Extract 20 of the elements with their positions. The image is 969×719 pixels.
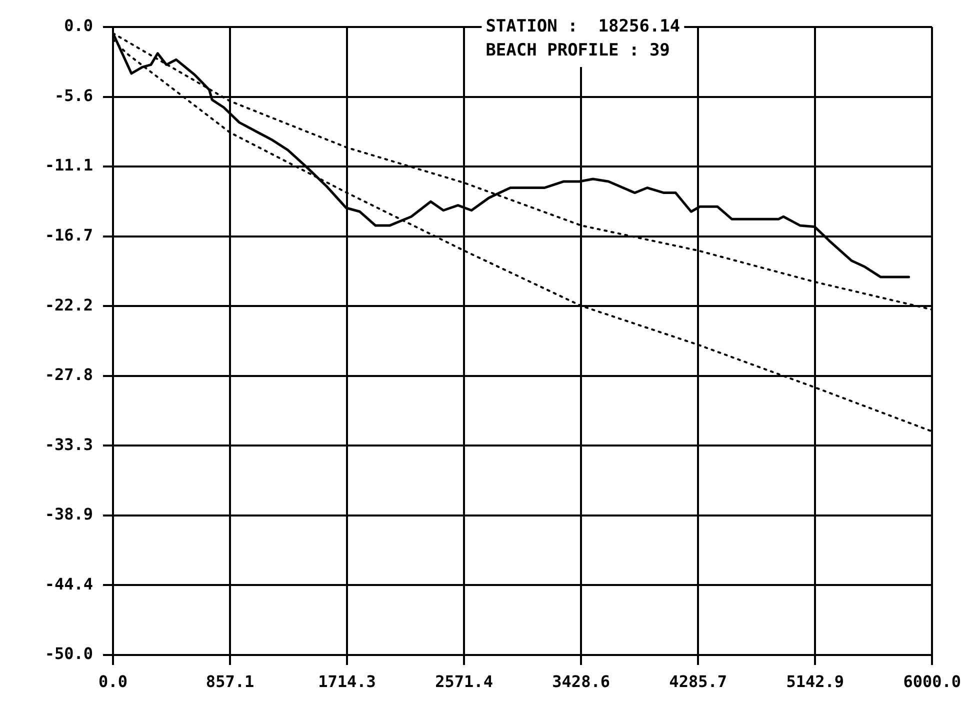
x-tick-label: 3428.6	[552, 672, 610, 691]
y-tick-label: -5.6	[54, 86, 93, 105]
x-tick-label: 857.1	[206, 672, 254, 691]
y-tick-label: -11.1	[44, 156, 93, 175]
x-tick-label: 1714.3	[318, 672, 376, 691]
y-tick-label: -27.8	[44, 365, 93, 384]
x-tick-label: 5142.9	[786, 672, 844, 691]
x-tick-label: 6000.0	[903, 672, 961, 691]
y-tick-label: -50.0	[44, 644, 93, 664]
x-tick-label: 0.0	[98, 672, 128, 691]
text: BEACH PROFILE : 39	[486, 40, 670, 60]
x-tick-label: 4285.7	[669, 672, 727, 691]
y-tick-label: -22.2	[44, 295, 93, 314]
x-tick-label: 2571.4	[435, 672, 493, 691]
y-tick-label: -16.7	[44, 225, 93, 244]
chart-title: STATION : 18256.14	[486, 16, 680, 36]
y-tick-label: -38.9	[44, 504, 93, 524]
y-tick-label: 0.0	[64, 16, 93, 36]
y-tick-label: -44.4	[44, 574, 93, 594]
y-tick-label: -33.3	[44, 434, 93, 454]
